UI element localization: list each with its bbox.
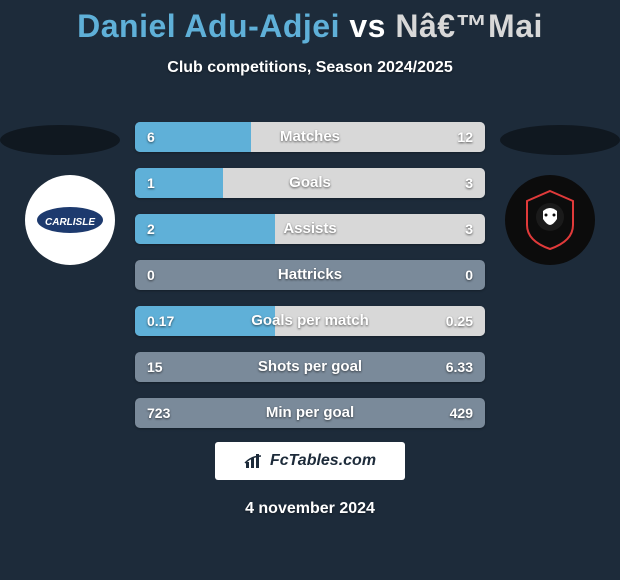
subtitle: Club competitions, Season 2024/2025 (0, 59, 620, 77)
stat-row: 13Goals (135, 168, 485, 198)
stat-row: 156.33Shots per goal (135, 352, 485, 382)
stat-label: Matches (135, 122, 485, 152)
stat-label: Goals (135, 168, 485, 198)
brand-footer: FcTables.com (215, 442, 405, 480)
shadow-ellipse-left (0, 125, 120, 155)
shadow-ellipse-right (500, 125, 620, 155)
comparison-title: Daniel Adu-Adjei vs Nâ€™Mai (0, 0, 620, 45)
stat-row: 00Hattricks (135, 260, 485, 290)
svg-text:CARLISLE: CARLISLE (45, 217, 95, 228)
stats-container: 612Matches 13Goals 23Assists 00Hattricks 0.1… (135, 122, 485, 444)
salford-logo (505, 175, 595, 265)
vs-text: vs (349, 8, 386, 44)
stat-label: Shots per goal (135, 352, 485, 382)
bar-chart-icon (244, 453, 264, 469)
player1-name: Daniel Adu-Adjei (77, 8, 340, 44)
stat-label: Min per goal (135, 398, 485, 428)
stat-label: Hattricks (135, 260, 485, 290)
stat-row: 723429Min per goal (135, 398, 485, 428)
player2-name: Nâ€™Mai (395, 8, 543, 44)
stat-label: Assists (135, 214, 485, 244)
stat-row: 0.170.25Goals per match (135, 306, 485, 336)
brand-text: FcTables.com (270, 452, 376, 470)
team-logo-left: CARLISLE (25, 175, 115, 265)
carlisle-logo: CARLISLE (25, 175, 115, 265)
date-text: 4 november 2024 (0, 500, 620, 518)
stat-row: 23Assists (135, 214, 485, 244)
carlisle-badge-icon: CARLISLE (35, 200, 105, 240)
team-logo-right (505, 175, 595, 265)
lion-shield-icon (515, 185, 585, 255)
stat-label: Goals per match (135, 306, 485, 336)
stat-row: 612Matches (135, 122, 485, 152)
